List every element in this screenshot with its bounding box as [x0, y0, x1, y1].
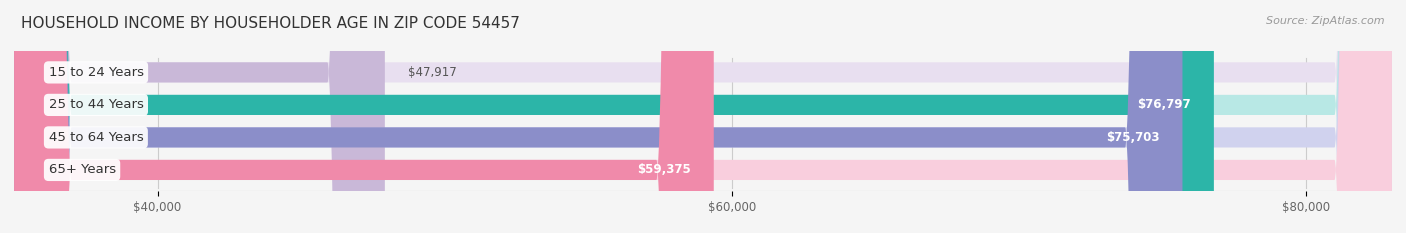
FancyBboxPatch shape	[14, 0, 714, 233]
FancyBboxPatch shape	[14, 0, 1392, 233]
Text: $75,703: $75,703	[1107, 131, 1160, 144]
Text: $47,917: $47,917	[408, 66, 457, 79]
Text: 65+ Years: 65+ Years	[49, 163, 115, 176]
FancyBboxPatch shape	[14, 0, 1213, 233]
FancyBboxPatch shape	[14, 0, 1392, 233]
FancyBboxPatch shape	[14, 0, 1392, 233]
Text: HOUSEHOLD INCOME BY HOUSEHOLDER AGE IN ZIP CODE 54457: HOUSEHOLD INCOME BY HOUSEHOLDER AGE IN Z…	[21, 16, 520, 31]
Text: 25 to 44 Years: 25 to 44 Years	[49, 98, 143, 111]
Text: Source: ZipAtlas.com: Source: ZipAtlas.com	[1267, 16, 1385, 26]
Text: $59,375: $59,375	[637, 163, 690, 176]
FancyBboxPatch shape	[14, 0, 1392, 233]
FancyBboxPatch shape	[14, 0, 1182, 233]
FancyBboxPatch shape	[14, 0, 385, 233]
Text: 45 to 64 Years: 45 to 64 Years	[49, 131, 143, 144]
Text: 15 to 24 Years: 15 to 24 Years	[49, 66, 143, 79]
Text: $76,797: $76,797	[1137, 98, 1191, 111]
